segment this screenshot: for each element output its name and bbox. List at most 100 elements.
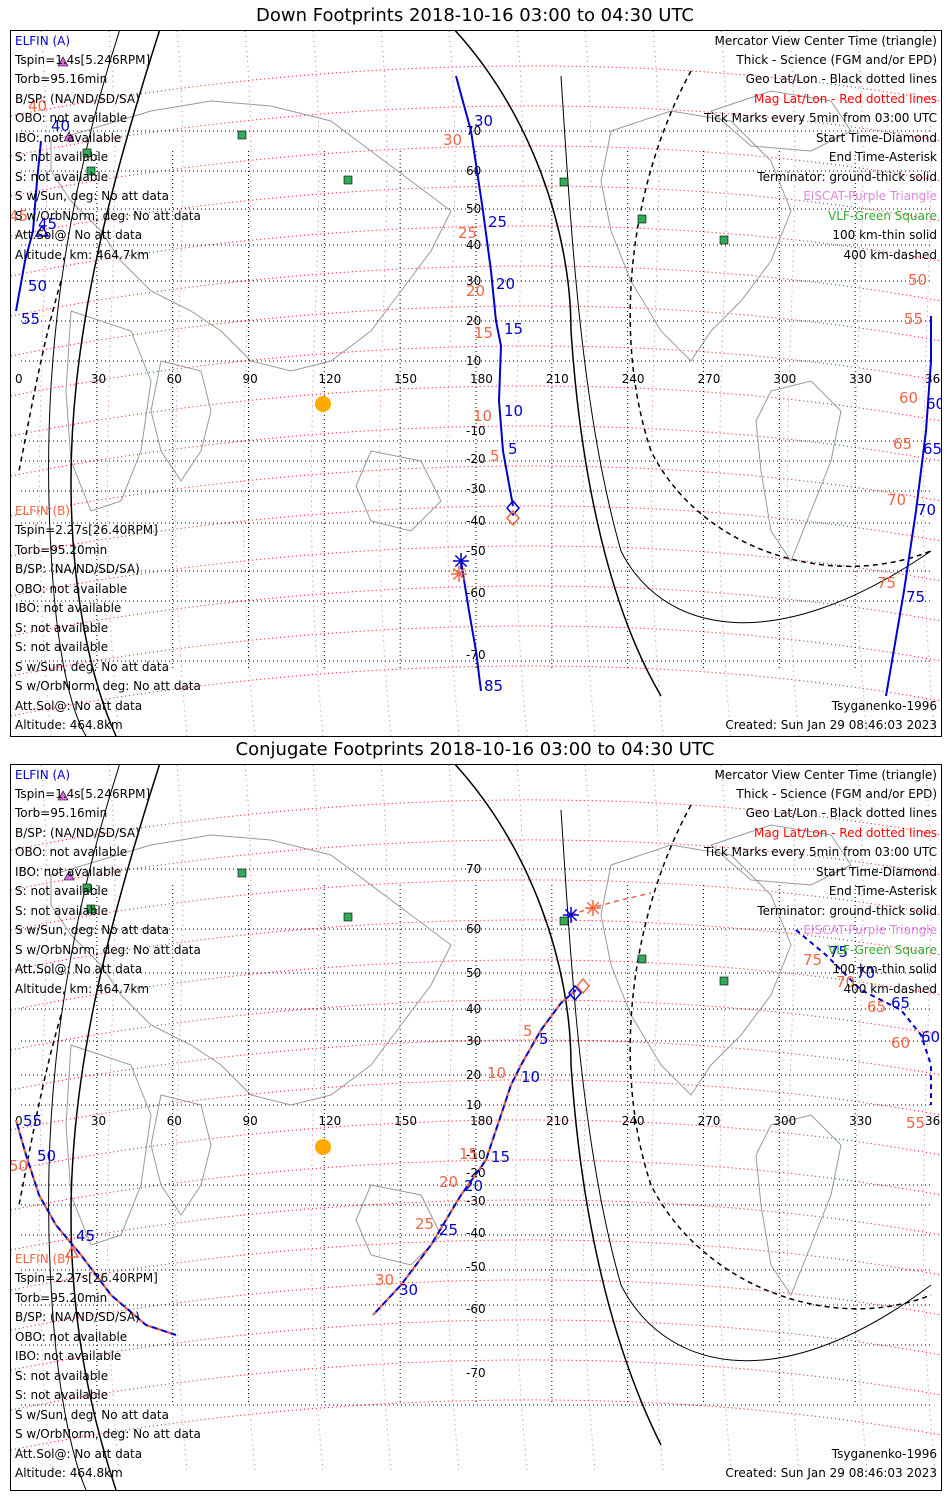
lon-tick-label: 360 [925, 1114, 941, 1128]
vlf-square [343, 912, 353, 922]
elfin-b-info-line: Tspin=2.27s[26.40RPM] [15, 523, 158, 537]
legend-item: Geo Lat/Lon - Black dotted lines [745, 806, 937, 820]
terminator-line [70, 31, 161, 736]
start-diamond [568, 984, 582, 1002]
legend-item: End Time-Asterisk [828, 884, 937, 898]
mag-lat-line [11, 1199, 941, 1251]
lat-tick-label: -70 [466, 1366, 486, 1380]
track-mag-label: 60 [899, 389, 918, 407]
created-label: Created: Sun Jan 29 08:46:03 2023 [725, 1466, 937, 1480]
altitude-100km-line [560, 75, 932, 624]
coastline [50, 834, 452, 1106]
lat-tick-label: -10 [466, 1148, 486, 1162]
track-time-label: 30 [474, 112, 493, 130]
elfin-b-info-line: S: not available [15, 1388, 109, 1402]
panel-title-down: Down Footprints 2018-10-16 03:00 to 04:3… [256, 5, 694, 26]
legend-item: Mercator View Center Time (triangle) [714, 34, 937, 48]
elfin-b-info-line: Tspin=2.27s[26.40RPM] [15, 1271, 158, 1285]
legend-item: End Time-Asterisk [828, 150, 937, 164]
elfin-a-info-line: S w/Sun, deg: No att data [15, 189, 169, 203]
elfin-a-name: ELFIN (A) [15, 768, 71, 782]
track-mag-label: 55 [906, 1114, 925, 1132]
track-time-label: 50 [28, 277, 47, 295]
elfin-b-info-line: S w/OrbNorm, deg: No att data [15, 679, 201, 693]
elfin-b-info-line: Att.Sol@: No att data [15, 1447, 143, 1461]
lon-tick-label: 60 [167, 372, 182, 386]
vlf-square [343, 175, 353, 185]
elfin-a-info-line: S: not available [15, 150, 109, 164]
elfin-a-track [15, 140, 42, 312]
track-time-label: 20 [496, 275, 515, 293]
map-canvas-down: 0 30 60 90 120 150 180 210 240 270 300 330 360 70 60 50… [11, 31, 941, 736]
model-label: Tsyganenko-1996 [831, 699, 937, 713]
mag-lat-line [11, 65, 941, 117]
legend-item: Mag Lat/Lon - Red dotted lines [753, 92, 937, 106]
mag-lat-line [11, 1079, 941, 1131]
elfin-b-info-line: Altitude: 464.8km [15, 1466, 123, 1480]
elfin-b-info-line: Att.Sol@: No att data [15, 699, 143, 713]
lon-tick-label: 120 [318, 372, 341, 386]
vlf-square [637, 214, 647, 224]
track-mag-label: 15 [459, 1145, 478, 1163]
track-mag-label: 10 [487, 1064, 506, 1082]
elfin-b-info-line: OBO: not available [15, 1330, 128, 1344]
mag-lon-line [854, 765, 868, 1471]
lat-tick-label: -30 [466, 482, 486, 496]
elfin-a-info-line: Att.Sol@: No att data [15, 962, 143, 976]
mag-lon-line [242, 765, 256, 1471]
legend-item: 100 km-thin solid [832, 962, 937, 976]
panel-title-conjugate: Conjugate Footprints 2018-10-16 03:00 to… [235, 739, 715, 760]
vlf-square [719, 976, 729, 986]
track-time-label: 20 [464, 1177, 483, 1195]
mag-lon-line [38, 31, 52, 736]
track-mag-label: 40 [28, 97, 47, 115]
track-time-label: 5 [539, 1030, 549, 1048]
track-mag-label: 30 [443, 131, 462, 149]
legend-item: VLF-Green Square [828, 943, 937, 957]
vlf-square [237, 130, 247, 140]
mag-lat-line [11, 625, 941, 677]
legend-item: VLF-Green Square [828, 209, 937, 223]
lat-tick-label: -10 [466, 424, 486, 438]
lon-tick-label: 330 [849, 372, 872, 386]
mag-lon-line [786, 31, 800, 736]
mag-lon-line [446, 765, 460, 1471]
mag-lat-line [11, 665, 941, 717]
lon-tick-label: 240 [622, 1114, 645, 1128]
mag-lat-line [11, 505, 941, 557]
lat-tick-label: 50 [466, 202, 481, 216]
legend-item: Mercator View Center Time (triangle) [714, 768, 937, 782]
mag-lat-line [11, 1279, 941, 1331]
mag-lat-line [11, 879, 941, 931]
mag-lon-line [718, 31, 732, 736]
track-mag-label: 65 [867, 998, 886, 1016]
lat-tick-label: 40 [466, 1002, 481, 1016]
lon-tick-label: 330 [849, 1114, 872, 1128]
coastline [150, 1094, 212, 1216]
altitude-400km-line [18, 1014, 62, 1206]
terminator-line [70, 765, 161, 1490]
lon-tick-label: 270 [698, 372, 721, 386]
lat-tick-label: 20 [466, 314, 481, 328]
lon-tick-label: 300 [773, 1114, 796, 1128]
end-asterisk [586, 901, 600, 915]
elfin-a-info-line: Tspin=1.4s[5.246RPM] [15, 53, 151, 67]
legend-item: Tick Marks every 5min from 03:00 UTC [703, 111, 937, 125]
mag-lat-line [11, 1399, 941, 1451]
lon-tick-label: 90 [243, 372, 258, 386]
lon-tick-label: 150 [394, 1114, 417, 1128]
legend-item: Thick - Science (FGM and/or EPD) [736, 787, 937, 801]
lat-tick-label: 60 [466, 922, 481, 936]
elfin-a-info-line: S w/OrbNorm, deg: No att data [15, 209, 201, 223]
track-time-label: 60 [926, 395, 941, 413]
lon-tick-label: 270 [698, 1114, 721, 1128]
elfin-b-info-line: S: not available [15, 640, 109, 654]
mag-lon-line [922, 31, 936, 736]
mag-lat-line [11, 585, 941, 637]
mag-lon-line [718, 765, 732, 1471]
track-time-label: 40 [51, 117, 70, 135]
coastline [710, 90, 852, 152]
end-asterisk [452, 567, 466, 581]
track-time-label: 15 [491, 1148, 510, 1166]
vlf-square [637, 954, 647, 964]
